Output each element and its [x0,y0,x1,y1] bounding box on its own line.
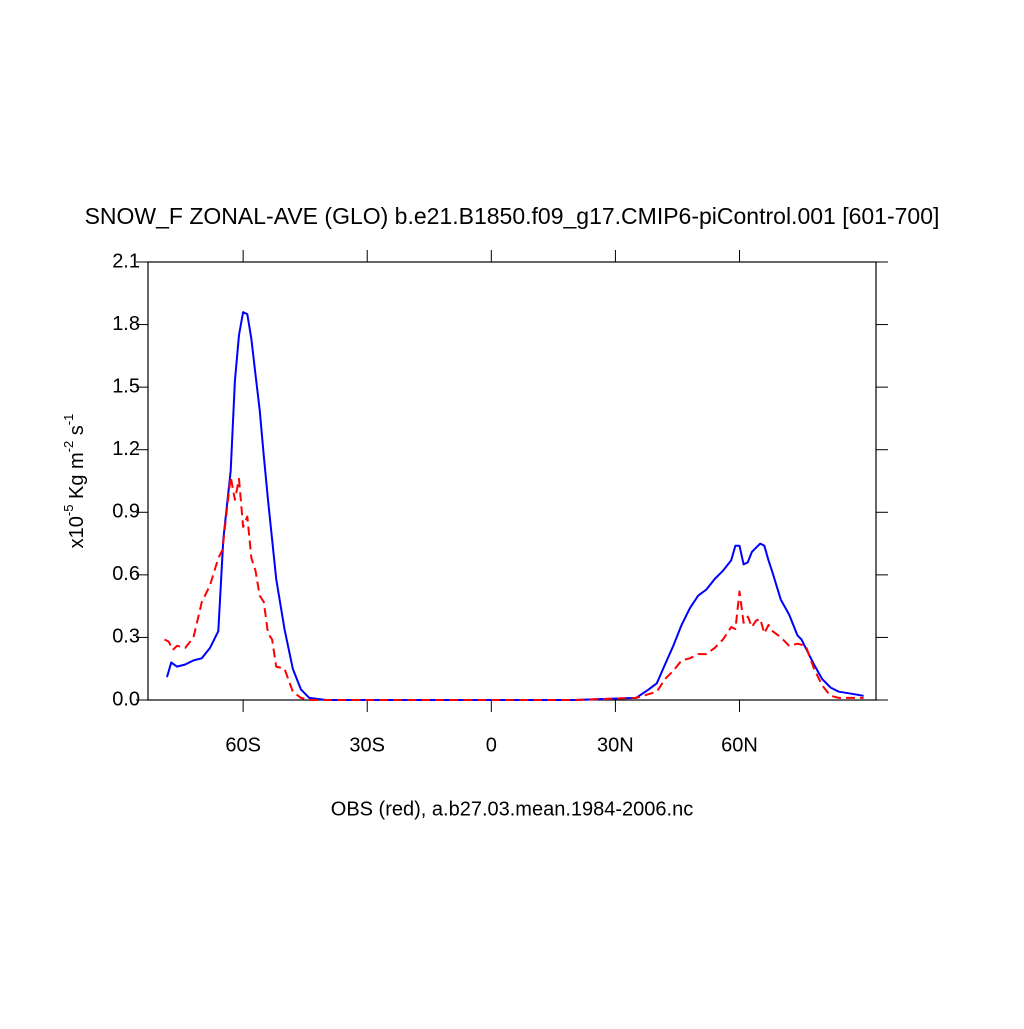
data-line [164,475,864,701]
data-line [166,311,864,701]
y-tick-label: 2.1 [112,250,140,272]
y-axis-label: x10-5 Kg m-2 s-1 [61,414,88,549]
y-tick-label: 1.8 [112,313,140,335]
x-tick-label: 30S [349,734,385,756]
y-tick-label: 0.6 [112,563,140,585]
y-label-sup: -1 [61,414,76,426]
y-label-sup: -5 [61,505,76,517]
plot-frame [147,261,877,701]
y-label-part: s [66,425,88,441]
y-tick-label: 0.9 [112,501,140,523]
x-tick-label: 30N [597,734,634,756]
chart-title: SNOW_F ZONAL-AVE (GLO) b.e21.B1850.f09_g… [85,203,940,229]
x-tick-label: 60S [225,734,261,756]
y-tick-label: 1.5 [112,375,140,397]
y-tick-label: 0.0 [112,688,140,710]
x-tick-label: 0 [486,734,497,756]
y-label-part: x10 [66,516,88,548]
y-label-part: Kg m [66,452,88,504]
y-tick-label: 1.2 [112,438,140,460]
y-label-sup: -2 [61,441,76,453]
y-tick-label: 0.3 [112,626,140,648]
x-axis-label: OBS (red), a.b27.03.mean.1984-2006.nc [331,798,693,820]
x-tick-label: 60N [721,734,758,756]
